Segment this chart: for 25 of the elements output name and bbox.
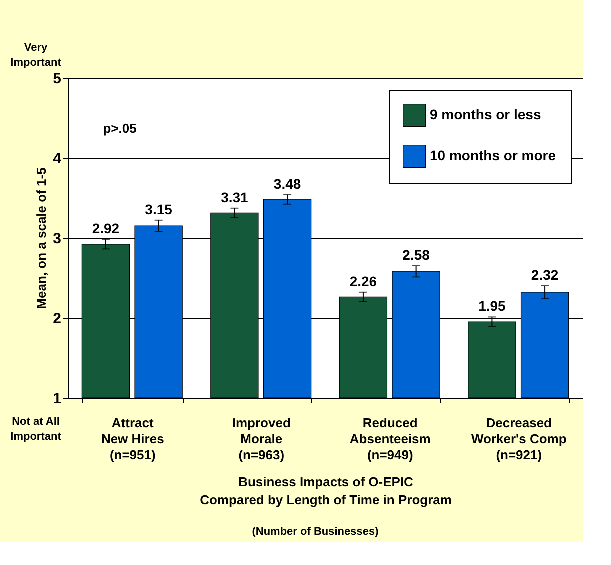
x-tick-label: Decreased Worker's Comp (n=921): [471, 416, 567, 462]
data-label: 2.92: [92, 220, 120, 237]
text: Not at All Important: [10, 416, 62, 443]
x-tick-label: Reduced Absenteeism (n=949): [350, 416, 431, 462]
y-tick-label: 4: [53, 150, 62, 168]
legend-label: 9 months or less: [430, 106, 542, 122]
y-tick-label: 5: [53, 70, 62, 88]
data-label: 3.15: [145, 201, 173, 218]
y-tick-label: 1: [53, 390, 62, 408]
data-label: 2.26: [350, 273, 378, 290]
y-axis-title: Mean, on a scale of 1-5: [34, 168, 50, 310]
data-label: 3.48: [274, 176, 302, 192]
x-tick-label: Improved Morale (n=963): [232, 416, 291, 462]
y-tick-label: 3: [53, 230, 62, 248]
x-axis-title: Business Impacts of O-EPIC Compared by Length of Time in Program: [200, 474, 452, 508]
data-label: 3.31: [221, 189, 249, 206]
y-tick-label: 2: [53, 310, 62, 328]
text: (Number of Businesses): [252, 526, 380, 538]
data-label: 1.95: [478, 298, 506, 314]
annotation: p>.05: [103, 121, 137, 136]
text: Very Important: [10, 42, 62, 69]
x-tick-label: Attract New Hires (n=951): [101, 416, 164, 462]
data-label: 2.58: [402, 247, 430, 263]
data-label: 2.32: [531, 267, 559, 283]
legend-label: 10 months or more: [430, 148, 556, 164]
